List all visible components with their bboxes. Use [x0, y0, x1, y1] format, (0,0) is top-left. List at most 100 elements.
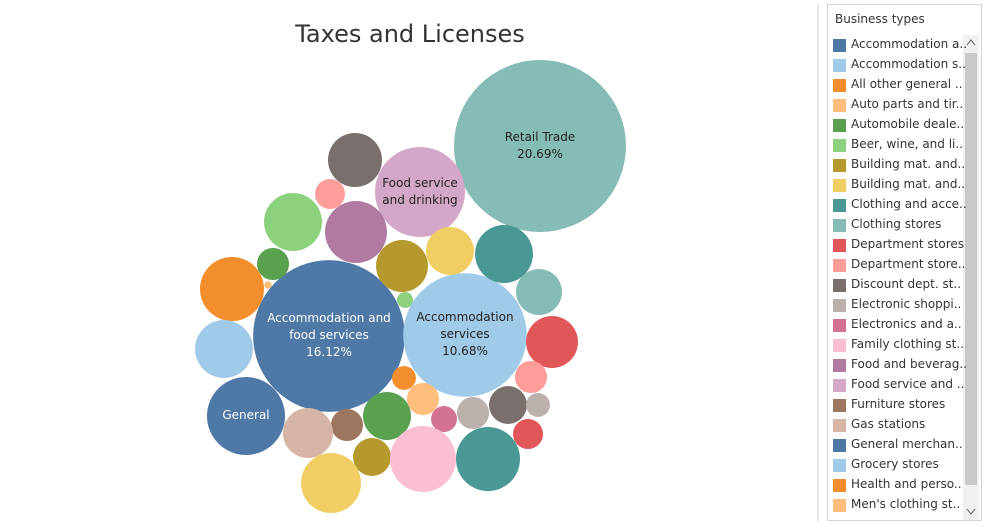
legend-swatch — [833, 199, 846, 212]
bubble — [363, 392, 411, 440]
legend-swatch — [833, 279, 846, 292]
legend-label: Furniture stores — [851, 397, 946, 411]
legend-label: Discount dept. st.. — [851, 277, 962, 291]
legend-label: Department stores — [851, 237, 965, 251]
bubble-label-box: General — [207, 377, 285, 455]
legend-swatch — [833, 59, 846, 72]
legend-label: Department store.. — [851, 257, 966, 271]
bubble — [256, 247, 290, 281]
legend-title: Business types — [835, 12, 925, 26]
bubble — [406, 382, 440, 416]
bubble — [455, 426, 521, 492]
legend-swatch — [833, 439, 846, 452]
bubble — [330, 408, 364, 442]
legend-label: Electronics and a.. — [851, 317, 962, 331]
legend-label: Family clothing st.. — [851, 337, 964, 351]
bubble — [512, 418, 544, 450]
legend-label: Building mat. and.. — [851, 177, 966, 191]
bubble — [282, 407, 334, 459]
legend-swatch — [833, 459, 846, 472]
bubble — [195, 320, 253, 378]
bubble-label: Accommodation and food services 16.12% — [253, 260, 405, 412]
legend-label: Electronic shoppi.. — [851, 297, 962, 311]
bubble — [396, 291, 414, 309]
legend-label: Clothing stores — [851, 217, 942, 231]
bubble-category: Accommodation and food services — [267, 311, 391, 343]
legend-swatch — [833, 39, 846, 52]
bubble — [426, 227, 474, 275]
bubble — [328, 133, 382, 187]
bubble — [353, 438, 391, 476]
legend-swatch — [833, 79, 846, 92]
legend-swatch — [833, 339, 846, 352]
bubble — [314, 178, 346, 210]
legend-label: Clothing and acce.. — [851, 197, 967, 211]
bubble — [514, 360, 548, 394]
legend-swatch — [833, 479, 846, 492]
bubble-label: Retail Trade 20.69% — [454, 60, 626, 232]
bubble — [454, 60, 626, 232]
bubble-category: Accommodation services — [416, 310, 514, 342]
legend-label: Automobile deale.. — [851, 117, 965, 131]
bubble-value-label: 16.12% — [306, 345, 352, 360]
legend: Business types Accommodation a.. Accommod… — [827, 4, 982, 521]
legend-swatch — [833, 179, 846, 192]
chart-title: Taxes and Licenses — [294, 20, 525, 48]
bubble — [264, 193, 322, 251]
bubble — [199, 256, 265, 322]
bubble-label-box: Accommodation and food services 16.12% — [253, 260, 405, 412]
bubble-value-label: 10.68% — [442, 344, 488, 359]
legend-label: Health and perso.. — [851, 477, 962, 491]
scroll-arrows — [966, 39, 976, 515]
bubble-category: General — [222, 408, 270, 423]
legend-swatch — [833, 99, 846, 112]
bubble — [253, 260, 405, 412]
legend-swatch — [833, 159, 846, 172]
legend-swatch — [833, 499, 846, 512]
bubble — [374, 146, 466, 238]
bubble — [264, 281, 272, 289]
legend-label: Gas stations — [851, 417, 926, 431]
legend-label: Food and beverag.. — [851, 357, 967, 371]
bubble — [489, 386, 527, 424]
scrollbar[interactable] — [963, 35, 979, 520]
bubble — [300, 452, 362, 514]
bubble-label-box: Accommodation services 10.68% — [403, 273, 527, 397]
bubble-label: Accommodation services 10.68% — [403, 273, 527, 397]
bubble-label: General — [207, 377, 285, 455]
legend-swatch — [833, 259, 846, 272]
legend-swatch — [833, 139, 846, 152]
bubble-label-box: Retail Trade 20.69% — [454, 60, 626, 232]
bubble — [376, 240, 428, 292]
bubble-value-label: 20.69% — [517, 146, 563, 161]
bubble-category: Food service and drinking — [382, 175, 458, 207]
scroll-thumb[interactable] — [965, 53, 977, 485]
legend-swatch — [833, 299, 846, 312]
legend-label: Building mat. and.. — [851, 157, 966, 171]
bubble — [431, 406, 457, 432]
legend-label: Grocery stores — [851, 457, 939, 471]
bubble — [392, 366, 416, 390]
chart: Taxes and Licenses Retail Trade 20.69% Acc… — [195, 4, 819, 522]
legend-swatch — [833, 219, 846, 232]
bubble — [403, 273, 527, 397]
legend-label: Accommodation s.. — [851, 57, 966, 71]
legend-swatch — [833, 239, 846, 252]
bubble — [206, 376, 286, 456]
bubble — [516, 269, 562, 315]
legend-label: All other general .. — [851, 77, 963, 91]
legend-label: Accommodation a.. — [851, 37, 968, 51]
bubble — [456, 396, 490, 430]
legend-label: Food service and .. — [851, 377, 965, 391]
legend-label: Beer, wine, and li.. — [851, 137, 964, 151]
bubble — [475, 225, 533, 283]
legend-swatch — [833, 359, 846, 372]
legend-swatch — [833, 319, 846, 332]
legend-swatch — [833, 119, 846, 132]
legend-swatch — [833, 419, 846, 432]
bubble-category: Retail Trade — [504, 129, 576, 144]
legend-label: General merchan.. — [851, 437, 963, 451]
bubble-label: Food service and drinking — [375, 147, 465, 237]
legend-label: Men's clothing st.. — [851, 497, 961, 511]
bubble-label-box: Food service and drinking — [375, 147, 465, 237]
